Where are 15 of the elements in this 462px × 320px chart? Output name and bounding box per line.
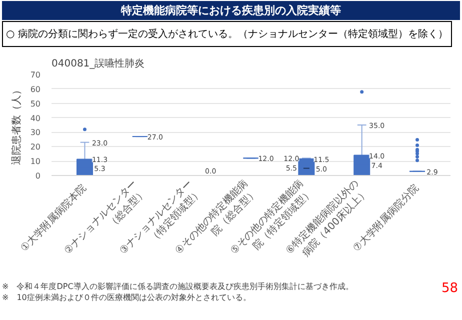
chart-title: 特定機能病院等における疾患別の入院実績等 <box>2 1 460 20</box>
y-tick-label: 20 <box>30 142 41 152</box>
chart-subtitle: ○ 病院の分類に関わらず一定の受入がされている。（ナショナルセンター（特定領域型）を除く） <box>2 21 452 47</box>
y-axis-title: 退院患者数（人） <box>10 85 22 165</box>
y-tick-label: 0 <box>35 172 41 180</box>
text: 040081_誤嚥性肺炎 <box>52 58 145 70</box>
text: ※ 10症例未満および０件の医療機関は公表の対象外とされている。 <box>2 293 251 302</box>
y-tick-label: 70 <box>30 70 41 80</box>
y-tick-label: 60 <box>30 84 41 94</box>
y-tick-label: 40 <box>30 114 41 123</box>
y-tick-label: 30 <box>30 128 41 138</box>
text: ※ 令和４年度DPC導入の影響評価に係る調査の施設概要表及び疾患別手術別集計に基づき作成。 <box>2 282 354 291</box>
text: 58 <box>440 281 458 298</box>
y-tick-label: 10 <box>30 157 41 166</box>
y-tick-label: 50 <box>30 99 41 108</box>
